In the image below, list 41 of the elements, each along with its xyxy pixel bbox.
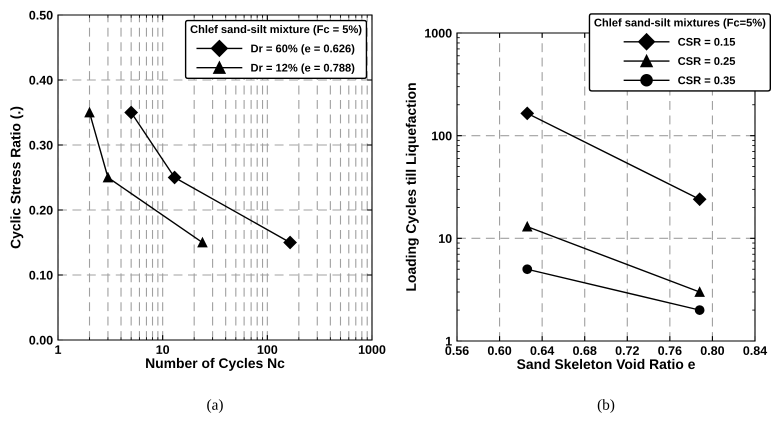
x-tick-label: 0.56 <box>445 346 469 356</box>
y-tick-label: 0.40 <box>29 76 53 85</box>
y-tick-label: 0.00 <box>29 336 53 345</box>
x-tick-label: 10 <box>156 345 170 354</box>
x-axis-title: Number of Cycles Nc <box>146 358 284 371</box>
legend-label: Dr = 12% (e = 0.788) <box>251 63 354 74</box>
point <box>522 222 532 232</box>
y-tick-label: 1000 <box>425 28 452 38</box>
y-tick-label: 0.20 <box>29 206 53 215</box>
point <box>520 106 534 120</box>
legend-label: CSR = 0.15 <box>678 38 736 46</box>
y-tick-label: 10 <box>439 234 452 243</box>
x-tick-label: 0.60 <box>488 346 512 356</box>
legend-label: Dr = 60% (e = 0.626) <box>251 44 354 55</box>
x-tick-label: 0.72 <box>616 346 639 356</box>
y-tick-label: 0.30 <box>29 140 53 150</box>
x-tick-label: 0.80 <box>700 346 724 356</box>
x-tick-label: 0.84 <box>743 346 768 356</box>
point <box>694 305 705 315</box>
text: (a) <box>207 399 223 413</box>
legend-label: CSR = 0.25 <box>678 57 736 66</box>
y-axis-title: Cyclic Stress Ratio (.) <box>10 106 24 248</box>
x-tick-label: 0.64 <box>530 346 554 356</box>
text: (b) <box>598 399 614 413</box>
x-tick-label: 1000 <box>358 345 386 354</box>
y-axis-title: Loading Cycles till Liquefaction <box>406 83 419 291</box>
y-tick-label: 1 <box>446 336 452 346</box>
y-tick-label: 0.10 <box>29 270 53 280</box>
x-tick-label: 0.76 <box>658 346 682 356</box>
x-axis-title: Sand Skeleton Void Ratio e <box>517 358 695 370</box>
x-tick-label: 100 <box>258 345 278 354</box>
point <box>522 264 532 274</box>
point <box>694 287 705 297</box>
y-tick-label: 100 <box>432 131 452 140</box>
legend-title: Chlef sand-silt mixture (Fc = 5%) <box>190 25 362 36</box>
x-tick-label: 1 <box>55 345 62 354</box>
x-tick-label: 0.68 <box>573 346 596 356</box>
point <box>693 192 706 206</box>
legend-label: CSR = 0.35 <box>678 76 736 84</box>
y-tick-label: 0.50 <box>29 10 53 20</box>
legend-title: Chlef sand-silt mixtures (Fc=5%) <box>594 18 766 29</box>
